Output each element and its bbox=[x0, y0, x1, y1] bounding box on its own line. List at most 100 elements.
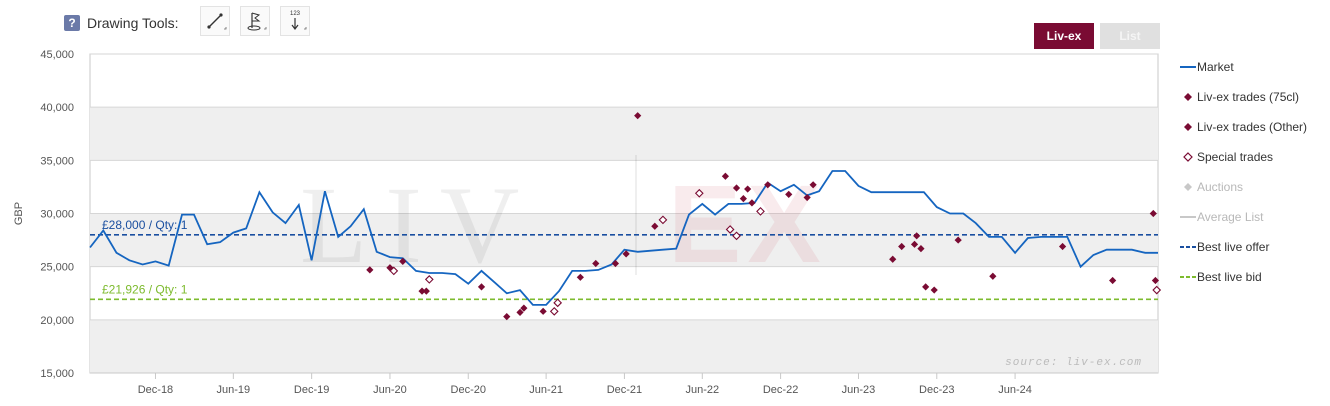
legend-symbol bbox=[1180, 216, 1196, 218]
drawing-tools-label: Drawing Tools: bbox=[87, 15, 179, 31]
y-axis-label: GBP bbox=[13, 202, 25, 225]
y-tick-label: 20,000 bbox=[40, 315, 74, 327]
trade-point bbox=[922, 283, 930, 291]
trade-point bbox=[1058, 242, 1067, 251]
legend-label: Market bbox=[1197, 60, 1234, 74]
measure-tool-button[interactable]: 123 bbox=[280, 6, 310, 36]
special-trade-point bbox=[732, 231, 741, 241]
legend-label: Average List bbox=[1197, 210, 1264, 224]
special-trade-point bbox=[549, 306, 559, 316]
x-tick-label: Dec-21 bbox=[607, 384, 642, 396]
trade-point bbox=[503, 313, 511, 321]
trade-point bbox=[576, 273, 584, 281]
trade-point bbox=[539, 307, 547, 315]
trade-point bbox=[634, 112, 642, 120]
legend-item[interactable]: Liv-ex trades (Other) bbox=[1180, 112, 1330, 142]
x-tick-label: Jun-21 bbox=[529, 384, 563, 396]
trade-point bbox=[917, 244, 925, 253]
market-series-line bbox=[89, 170, 1158, 306]
legend-item[interactable]: Market bbox=[1180, 52, 1330, 82]
legend-item[interactable]: Liv-ex trades (75cl) bbox=[1180, 82, 1330, 112]
line-icon bbox=[207, 13, 227, 30]
special-trade-point bbox=[756, 206, 765, 216]
trade-point bbox=[930, 286, 938, 294]
trade-point bbox=[422, 287, 430, 295]
legend-item[interactable]: Best live bid bbox=[1180, 262, 1330, 292]
y-tick-label: 40,000 bbox=[40, 102, 74, 114]
trade-point bbox=[744, 185, 752, 193]
legend-item[interactable]: Average List bbox=[1180, 202, 1330, 232]
legend-label: Best live bid bbox=[1197, 270, 1262, 284]
y-tick-label: 25,000 bbox=[40, 262, 74, 274]
special-trade-point bbox=[424, 275, 434, 284]
trade-point bbox=[477, 283, 486, 291]
legend-symbol bbox=[1183, 152, 1193, 162]
legend-symbol bbox=[1184, 93, 1192, 101]
trade-point bbox=[611, 259, 620, 268]
trade-point bbox=[651, 222, 659, 230]
x-tick-label: Dec-19 bbox=[294, 384, 329, 396]
legend-symbol bbox=[1180, 246, 1196, 248]
special-trade-point bbox=[553, 298, 563, 308]
trade-point bbox=[910, 240, 919, 248]
trade-point bbox=[809, 181, 817, 189]
x-tick-label: Dec-23 bbox=[919, 384, 954, 396]
tab-liv-ex[interactable]: Liv-ex bbox=[1034, 23, 1094, 49]
view-tabs: Liv-ex List bbox=[1034, 23, 1166, 49]
legend-symbol bbox=[1184, 123, 1192, 131]
trade-point bbox=[989, 272, 997, 280]
trade-point bbox=[386, 264, 394, 272]
reference-line-label: £28,000 / Qty: 1 bbox=[102, 218, 188, 232]
help-button[interactable]: ? bbox=[64, 15, 80, 31]
band bbox=[90, 107, 1158, 161]
x-tick-label: Dec-20 bbox=[451, 384, 486, 396]
special-trade-point bbox=[658, 215, 668, 225]
flag-icon bbox=[247, 12, 267, 31]
x-tick-label: Dec-18 bbox=[138, 384, 173, 396]
y-tick-label: 35,000 bbox=[40, 155, 74, 167]
legend-symbol bbox=[1180, 276, 1196, 278]
legend-label: Special trades bbox=[1197, 150, 1274, 164]
x-tick-label: Dec-22 bbox=[763, 384, 798, 396]
trade-point bbox=[418, 287, 426, 295]
trade-point bbox=[803, 193, 811, 202]
measure-tool-label: 123 bbox=[290, 11, 301, 17]
y-tick-label: 45,000 bbox=[40, 49, 74, 61]
legend-label: Best live offer bbox=[1197, 240, 1270, 254]
trade-point bbox=[366, 266, 374, 274]
trade-point bbox=[399, 257, 407, 265]
trade-point bbox=[739, 195, 747, 203]
legend-item[interactable]: Special trades bbox=[1180, 142, 1330, 172]
trade-point bbox=[898, 242, 906, 251]
trade-point bbox=[954, 236, 962, 244]
tab-list[interactable]: List bbox=[1100, 23, 1160, 49]
trade-point bbox=[1109, 276, 1117, 285]
legend-symbol bbox=[1184, 183, 1192, 191]
reference-line-label: £21,926 / Qty: 1 bbox=[102, 282, 188, 296]
x-tick-label: Jun-20 bbox=[373, 384, 407, 396]
flag-tool-button[interactable] bbox=[240, 6, 270, 36]
special-trade-point bbox=[725, 225, 735, 234]
legend-label: Auctions bbox=[1197, 180, 1244, 194]
legend-label: Liv-ex trades (Other) bbox=[1197, 120, 1308, 134]
x-tick-label: Jun-24 bbox=[998, 384, 1032, 396]
trade-point bbox=[785, 190, 793, 198]
watermark-right: EX bbox=[668, 163, 827, 286]
chart-legend: Market Liv-ex trades (75cl) Liv-ex trades … bbox=[1180, 52, 1330, 292]
special-trade-point bbox=[694, 188, 704, 198]
band bbox=[90, 213, 1158, 267]
legend-item[interactable]: Auctions bbox=[1180, 172, 1330, 202]
legend-label: Liv-ex trades (75cl) bbox=[1197, 90, 1300, 104]
trade-point bbox=[1149, 209, 1157, 218]
x-tick-label: Jun-23 bbox=[842, 384, 876, 396]
x-tick-label: Jun-22 bbox=[685, 384, 719, 396]
legend-item[interactable]: Best live offer bbox=[1180, 232, 1330, 262]
measure-icon: 123 bbox=[290, 11, 307, 30]
y-tick-label: 15,000 bbox=[40, 368, 74, 380]
trade-point bbox=[748, 199, 756, 207]
line-tool-button[interactable] bbox=[200, 6, 230, 36]
trade-point bbox=[732, 184, 741, 192]
special-trade-point bbox=[389, 266, 399, 276]
drawing-toolbar: ? Drawing Tools: bbox=[64, 6, 179, 40]
trade-point bbox=[592, 259, 600, 268]
